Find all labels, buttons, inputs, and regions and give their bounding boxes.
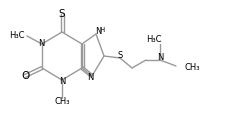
Text: S: S bbox=[59, 9, 65, 19]
Text: S: S bbox=[117, 50, 123, 60]
Text: N: N bbox=[157, 53, 163, 63]
Text: N: N bbox=[87, 73, 93, 82]
Text: CH₃: CH₃ bbox=[54, 97, 70, 105]
Text: O: O bbox=[21, 71, 29, 81]
Text: H₃C: H₃C bbox=[9, 31, 25, 40]
Text: H₃C: H₃C bbox=[146, 35, 162, 43]
Text: N: N bbox=[59, 77, 65, 87]
Text: N: N bbox=[95, 28, 101, 36]
Text: CH₃: CH₃ bbox=[184, 63, 200, 72]
Text: H: H bbox=[99, 27, 105, 33]
Text: N: N bbox=[38, 38, 44, 48]
